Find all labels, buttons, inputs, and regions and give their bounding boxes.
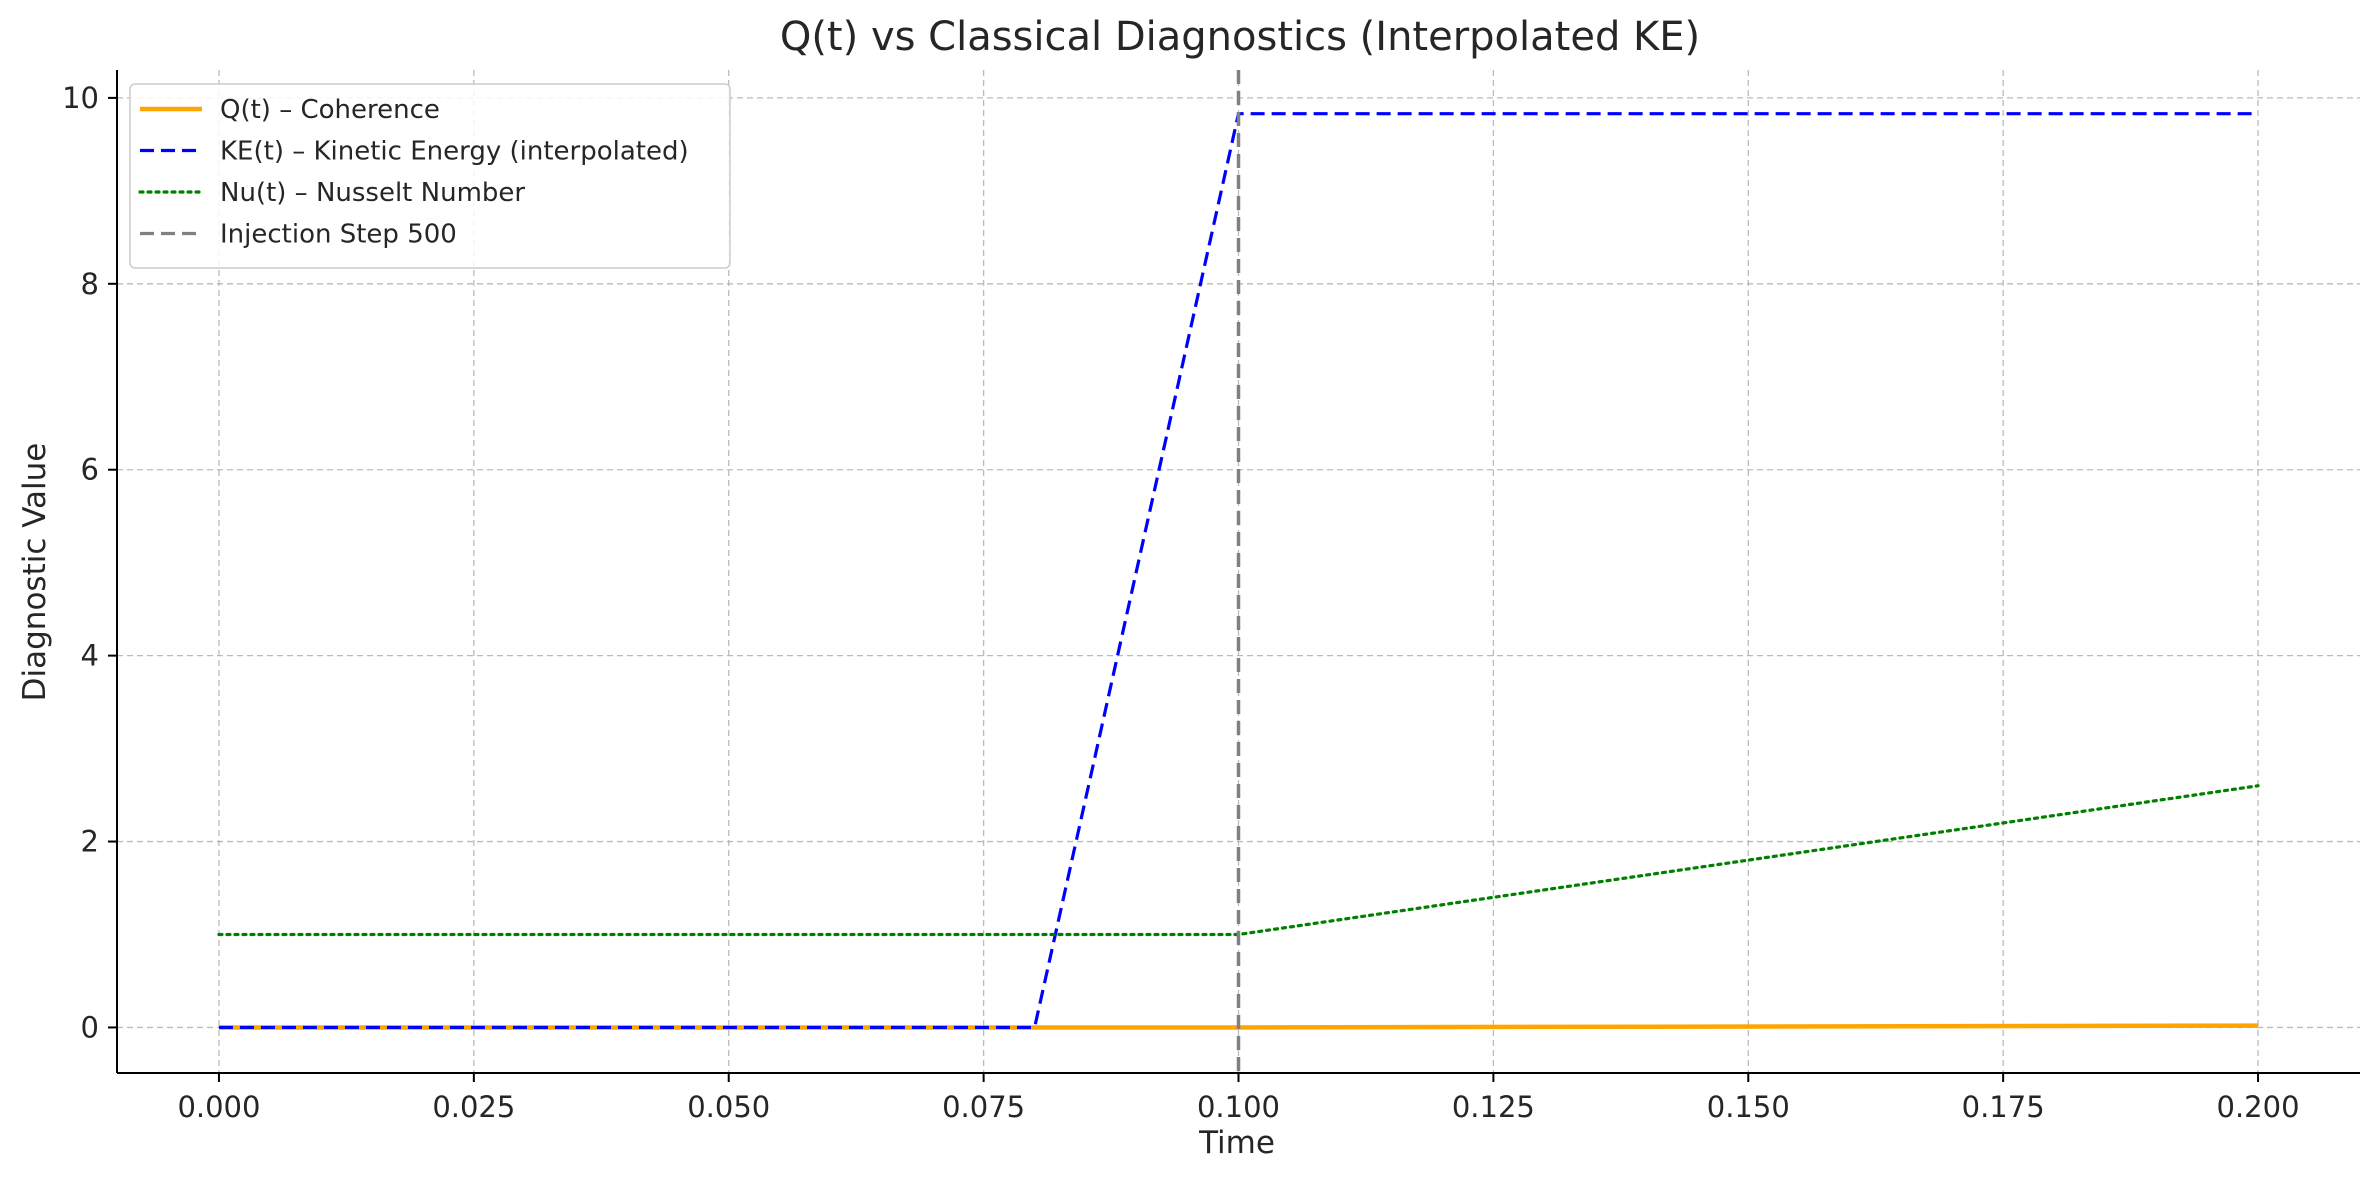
x-tick-label: 0.175	[1962, 1090, 2045, 1124]
legend-label: KE(t) – Kinetic Energy (interpolated)	[220, 137, 689, 167]
x-axis-label: Time	[1198, 1125, 1275, 1161]
y-tick-label: 6	[81, 453, 99, 487]
x-tick-label: 0.075	[942, 1090, 1025, 1124]
y-axis-label: Diagnostic Value	[17, 443, 53, 702]
legend: Q(t) – Coherence KE(t) – Kinetic Energy (…	[129, 83, 731, 269]
y-tick-label: 10	[62, 81, 99, 115]
y-tick-label: 8	[81, 267, 99, 301]
legend-label: Nu(t) – Nusselt Number	[220, 178, 525, 208]
x-tick-label: 0.025	[432, 1090, 515, 1124]
x-tick-label: 0.200	[2217, 1090, 2300, 1124]
y-tick-label: 2	[81, 825, 99, 859]
series-line-2	[218, 112, 2259, 1030]
y-tick-label: 0	[81, 1010, 99, 1044]
x-tick-label: 0.050	[687, 1090, 770, 1124]
chart-title: Q(t) vs Classical Diagnostics (Interpola…	[780, 14, 1700, 60]
legend-label: Q(t) – Coherence	[220, 95, 440, 125]
x-tick-label: 0.150	[1707, 1090, 1790, 1124]
legend-label: Injection Step 500	[220, 220, 457, 250]
x-tick-label: 0.100	[1197, 1090, 1280, 1124]
y-tick-label: 4	[81, 639, 99, 673]
y-axis-ticks: 0 2 4 6 8 10	[62, 81, 117, 1044]
x-axis-ticks: 0.000 0.025 0.050 0.075 0.100 0.125 0.150 0.175…	[177, 1073, 2300, 1124]
legend-box	[129, 83, 731, 269]
x-tick-label: 0.125	[1452, 1090, 1535, 1124]
x-tick-label: 0.000	[177, 1090, 260, 1124]
series-lines	[217, 70, 2260, 1073]
